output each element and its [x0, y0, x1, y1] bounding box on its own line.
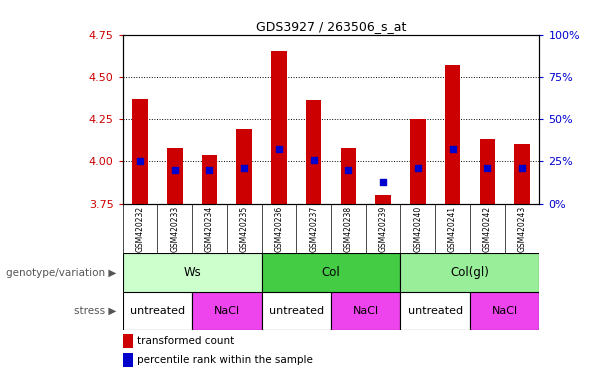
- Bar: [262, 253, 400, 292]
- Bar: [341, 148, 356, 204]
- Bar: [410, 119, 425, 204]
- Point: [170, 167, 180, 173]
- Text: Ws: Ws: [183, 266, 201, 279]
- Text: genotype/variation ▶: genotype/variation ▶: [6, 268, 116, 278]
- Point: [413, 165, 423, 171]
- Text: untreated: untreated: [268, 306, 324, 316]
- Point: [274, 146, 284, 152]
- Text: GSM420243: GSM420243: [517, 206, 527, 252]
- Point: [482, 165, 492, 171]
- Bar: [271, 51, 287, 204]
- Point: [205, 167, 215, 173]
- Title: GDS3927 / 263506_s_at: GDS3927 / 263506_s_at: [256, 20, 406, 33]
- Point: [239, 165, 249, 171]
- Bar: [202, 154, 217, 204]
- Bar: [306, 101, 321, 204]
- Text: Col: Col: [322, 266, 340, 279]
- Bar: [167, 148, 183, 204]
- Bar: [375, 195, 391, 204]
- Bar: [123, 292, 192, 330]
- Text: GSM420240: GSM420240: [413, 206, 422, 252]
- Bar: [400, 292, 470, 330]
- Bar: [400, 253, 539, 292]
- Bar: [470, 292, 539, 330]
- Point: [517, 165, 527, 171]
- Text: NaCl: NaCl: [214, 306, 240, 316]
- Bar: [123, 353, 133, 367]
- Text: GSM420235: GSM420235: [240, 206, 249, 252]
- Point: [135, 158, 145, 164]
- Text: GSM420238: GSM420238: [344, 206, 353, 252]
- Text: untreated: untreated: [408, 306, 463, 316]
- Text: NaCl: NaCl: [352, 306, 379, 316]
- Text: GSM420234: GSM420234: [205, 206, 214, 252]
- Bar: [479, 139, 495, 204]
- Text: Col(gl): Col(gl): [451, 266, 489, 279]
- Point: [378, 179, 388, 185]
- Bar: [192, 292, 262, 330]
- Text: GSM420233: GSM420233: [170, 206, 179, 252]
- Text: GSM420239: GSM420239: [379, 206, 387, 252]
- Bar: [262, 292, 331, 330]
- Bar: [132, 99, 148, 204]
- Text: GSM420236: GSM420236: [275, 206, 283, 252]
- Bar: [331, 292, 400, 330]
- Bar: [445, 65, 460, 204]
- Text: NaCl: NaCl: [492, 306, 518, 316]
- Bar: [123, 334, 133, 348]
- Text: GSM420237: GSM420237: [309, 206, 318, 252]
- Point: [343, 167, 353, 173]
- Text: GSM420242: GSM420242: [483, 206, 492, 252]
- Text: transformed count: transformed count: [137, 336, 234, 346]
- Bar: [237, 129, 252, 204]
- Text: percentile rank within the sample: percentile rank within the sample: [137, 355, 313, 365]
- Text: GSM420241: GSM420241: [448, 206, 457, 252]
- Point: [309, 157, 319, 163]
- Bar: [123, 253, 262, 292]
- Text: stress ▶: stress ▶: [74, 306, 116, 316]
- Point: [447, 146, 457, 152]
- Bar: [514, 144, 530, 204]
- Text: untreated: untreated: [130, 306, 185, 316]
- Text: GSM420232: GSM420232: [135, 206, 145, 252]
